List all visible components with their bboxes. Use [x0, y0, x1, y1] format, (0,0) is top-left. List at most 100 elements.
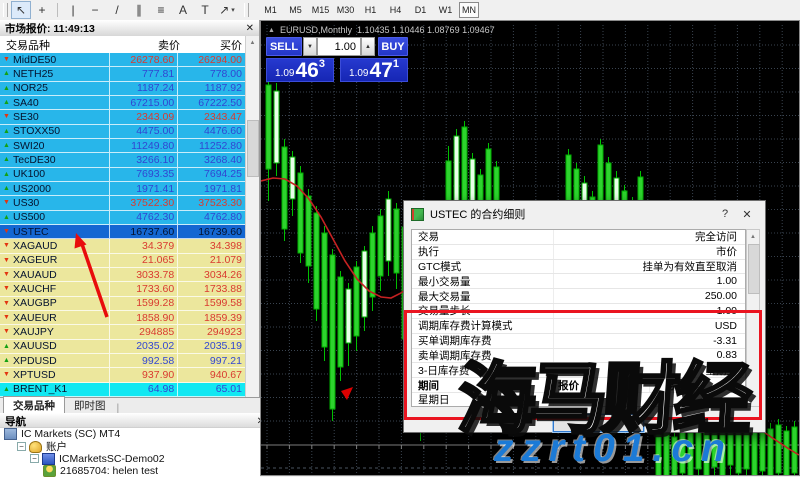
spec-row-10[interactable]: 期间 报价 交易 [412, 378, 745, 393]
chart-arrow-object[interactable] [341, 387, 353, 400]
spec-row-1[interactable]: 执行 市价 [412, 244, 745, 260]
market-row-sa40[interactable]: ▲ SA40 67215.00 67222.50 [0, 95, 247, 111]
expand-box-icon[interactable]: − [30, 454, 39, 464]
market-row-tecde30[interactable]: ▲ TecDE30 3266.10 3268.40 [0, 153, 247, 168]
spec-row-4[interactable]: 最大交易量 250.00 [412, 289, 745, 305]
tree-item-label: ICMarketsSC-Demo02 [59, 452, 165, 465]
volume-increase-icon[interactable]: ▲ [361, 37, 375, 56]
spec-row-9[interactable]: 3-日库存费 星期五 [412, 363, 745, 379]
expand-box-icon[interactable]: − [17, 442, 26, 452]
spec-row-11[interactable]: 星期日 [412, 392, 745, 406]
sell-price-display[interactable]: 1.09 46 3 [266, 58, 334, 82]
market-row-brent_k1[interactable]: ▲ BRENT_K1 64.98 65.01 [0, 382, 247, 397]
market-row-neth25[interactable]: ▲ NETH25 777.81 778.00 [0, 67, 247, 82]
market-row-ustec[interactable]: ▼ USTEC 16737.60 16739.60 [0, 224, 247, 240]
market-row-us2000[interactable]: ▲ US2000 1971.41 1971.81 [0, 181, 247, 197]
spec-row-8[interactable]: 卖单调期库存费 0.83 [412, 348, 745, 364]
label-tool-icon[interactable]: T [201, 3, 209, 17]
collapse-triangle-icon[interactable]: ▲ [268, 26, 275, 34]
spec-row-7[interactable]: 买单调期库存费 -3.31 [412, 333, 745, 349]
spec-row-2[interactable]: GTC模式 挂单为有效直至取消 [412, 259, 745, 275]
sell-button[interactable]: SELL [266, 37, 302, 56]
timeframe-mn[interactable]: MN [459, 2, 479, 18]
market-row-xagaud[interactable]: ▼ XAGAUD 34.379 34.398 [0, 239, 247, 254]
dialog-scroll-up-icon[interactable]: ▲ [750, 233, 756, 240]
horizontal-line-tool-icon[interactable]: − [91, 3, 99, 17]
spec-row-6[interactable]: 调期库存费计算模式 USD [412, 318, 745, 334]
close-icon[interactable]: ✕ [245, 22, 254, 34]
tree-item-label: 账户 [46, 441, 67, 454]
spec-row-3[interactable]: 最小交易量 1.00 [412, 274, 745, 290]
market-row-xageur[interactable]: ▼ XAGEUR 21.065 21.079 [0, 253, 247, 268]
toolbar-grip-2[interactable] [244, 3, 249, 17]
text-tool-icon[interactable]: A [178, 3, 187, 17]
timeframe-m15[interactable]: M15 [311, 5, 330, 15]
contract-spec-dialog: USTEC 的合约细则 ? ✕ 交易 完全访问 执行 市价 GTC模式 挂单为有效直至取消… [403, 200, 766, 433]
timeframe-m1[interactable]: M1 [264, 5, 277, 15]
dialog-scrollbar[interactable]: ▲ [746, 229, 760, 407]
help-button[interactable]: ? [721, 208, 729, 220]
timeframe-w1[interactable]: W1 [438, 5, 453, 15]
buy-price-display[interactable]: 1.09 47 1 [340, 58, 408, 82]
sell-price: 67215.00 [110, 95, 179, 110]
arrows-tool-icon[interactable]: ↗ ▾ [219, 3, 235, 17]
buy-button[interactable]: BUY [378, 37, 408, 56]
buy-price: 997.21 [209, 354, 242, 367]
dropdown-caret-icon[interactable]: ▾ [231, 7, 235, 14]
timeframe-m30[interactable]: M30 [336, 5, 355, 15]
market-row-xaueur[interactable]: ▼ XAUEUR 1858.90 1859.39 [0, 310, 247, 326]
column-sell[interactable]: 卖价 [158, 39, 180, 52]
dialog-scrollbar-thumb[interactable] [748, 244, 760, 294]
market-row-xptusd[interactable]: ▼ XPTUSD 937.90 940.67 [0, 368, 247, 383]
market-row-stoxx50[interactable]: ▲ STOXX50 4475.00 4476.60 [0, 124, 247, 139]
volume-input[interactable]: 1.00 [317, 37, 361, 56]
volume-decrease-icon[interactable]: ▼ [303, 37, 317, 56]
symbol-cell: ▲ XAUUSD [0, 339, 111, 353]
market-row-us500[interactable]: ▲ US500 4762.30 4762.80 [0, 210, 247, 225]
spec-row-0[interactable]: 交易 完全访问 [412, 230, 745, 245]
dialog-close-button[interactable] [552, 413, 645, 433]
market-row-nor25[interactable]: ▲ NOR25 1187.24 1187.92 [0, 81, 247, 96]
vertical-line-tool-icon[interactable]: | [71, 3, 75, 17]
market-row-xaujpy[interactable]: ▼ XAUJPY 294885 294923 [0, 325, 247, 340]
toolbar-grip[interactable] [3, 3, 8, 17]
crosshair-tool-icon[interactable]: + [38, 3, 46, 17]
timeframe-m5[interactable]: M5 [289, 5, 302, 15]
scrollbar-thumb[interactable] [247, 120, 259, 177]
symbol-cell: ▼ XAUCHF [0, 282, 111, 296]
timeframe-h4[interactable]: H4 [389, 5, 402, 15]
column-symbol[interactable]: 交易品种 [6, 39, 50, 52]
market-row-midde50[interactable]: ▼ MidDE50 26278.60 26294.00 [0, 53, 247, 68]
spec-row-5[interactable]: 交易量步长 1.00 [412, 304, 745, 319]
tree-item-0[interactable]: IC Markets (SC) MT4 [0, 428, 260, 441]
market-watch-scrollbar[interactable]: ▲ [245, 36, 259, 397]
dialog-close-icon[interactable]: ✕ [742, 208, 752, 221]
timeframe-h1[interactable]: H1 [364, 5, 377, 15]
timeframe-d1[interactable]: D1 [414, 5, 427, 15]
market-row-xauchf[interactable]: ▼ XAUCHF 1733.60 1733.88 [0, 282, 247, 297]
dialog-titlebar[interactable]: USTEC 的合约细则 ? ✕ [404, 201, 765, 227]
tab-symbols[interactable]: 交易品种 [3, 396, 65, 414]
market-row-xaugbp[interactable]: ▼ XAUGBP 1599.28 1599.58 [0, 296, 247, 311]
column-buy[interactable]: 买价 [220, 39, 242, 52]
cursor-tool-icon[interactable]: ↖ [11, 1, 31, 19]
market-row-swi20[interactable]: ▲ SWI20 11249.80 11252.80 [0, 138, 247, 154]
tree-item-3[interactable]: 21685704: helen test [0, 465, 260, 477]
tree-item-1[interactable]: − 账户 [0, 440, 260, 454]
market-row-se30[interactable]: ▼ SE30 2343.09 2343.47 [0, 110, 247, 125]
tree-item-2[interactable]: − ICMarketsSC-Demo02 [0, 452, 260, 465]
buy-price: 1599.58 [204, 297, 242, 310]
scroll-up-icon[interactable]: ▲ [249, 39, 256, 46]
market-row-us30[interactable]: ▼ US30 37522.30 37523.30 [0, 196, 247, 211]
spec-label: 买单调期库存费 [412, 333, 554, 348]
market-row-xauaud[interactable]: ▼ XAUAUD 3033.78 3034.26 [0, 267, 247, 283]
tab-tick-chart[interactable]: 即时图 [74, 400, 106, 412]
market-row-xauusd[interactable]: ▲ XAUUSD 2035.02 2035.19 [0, 339, 247, 354]
trendline-tool-icon[interactable]: / [115, 3, 119, 17]
market-row-xpdusd[interactable]: ▲ XPDUSD 992.58 997.21 [0, 353, 247, 369]
fibonacci-tool-icon[interactable]: ≡ [157, 3, 165, 17]
symbol-name: XAGAUD [13, 239, 58, 252]
market-row-uk100[interactable]: ▲ UK100 7693.35 7694.25 [0, 167, 247, 182]
channel-tool-icon[interactable]: ∥ [136, 3, 142, 17]
symbol-cell: ▼ XAUJPY [0, 325, 111, 339]
